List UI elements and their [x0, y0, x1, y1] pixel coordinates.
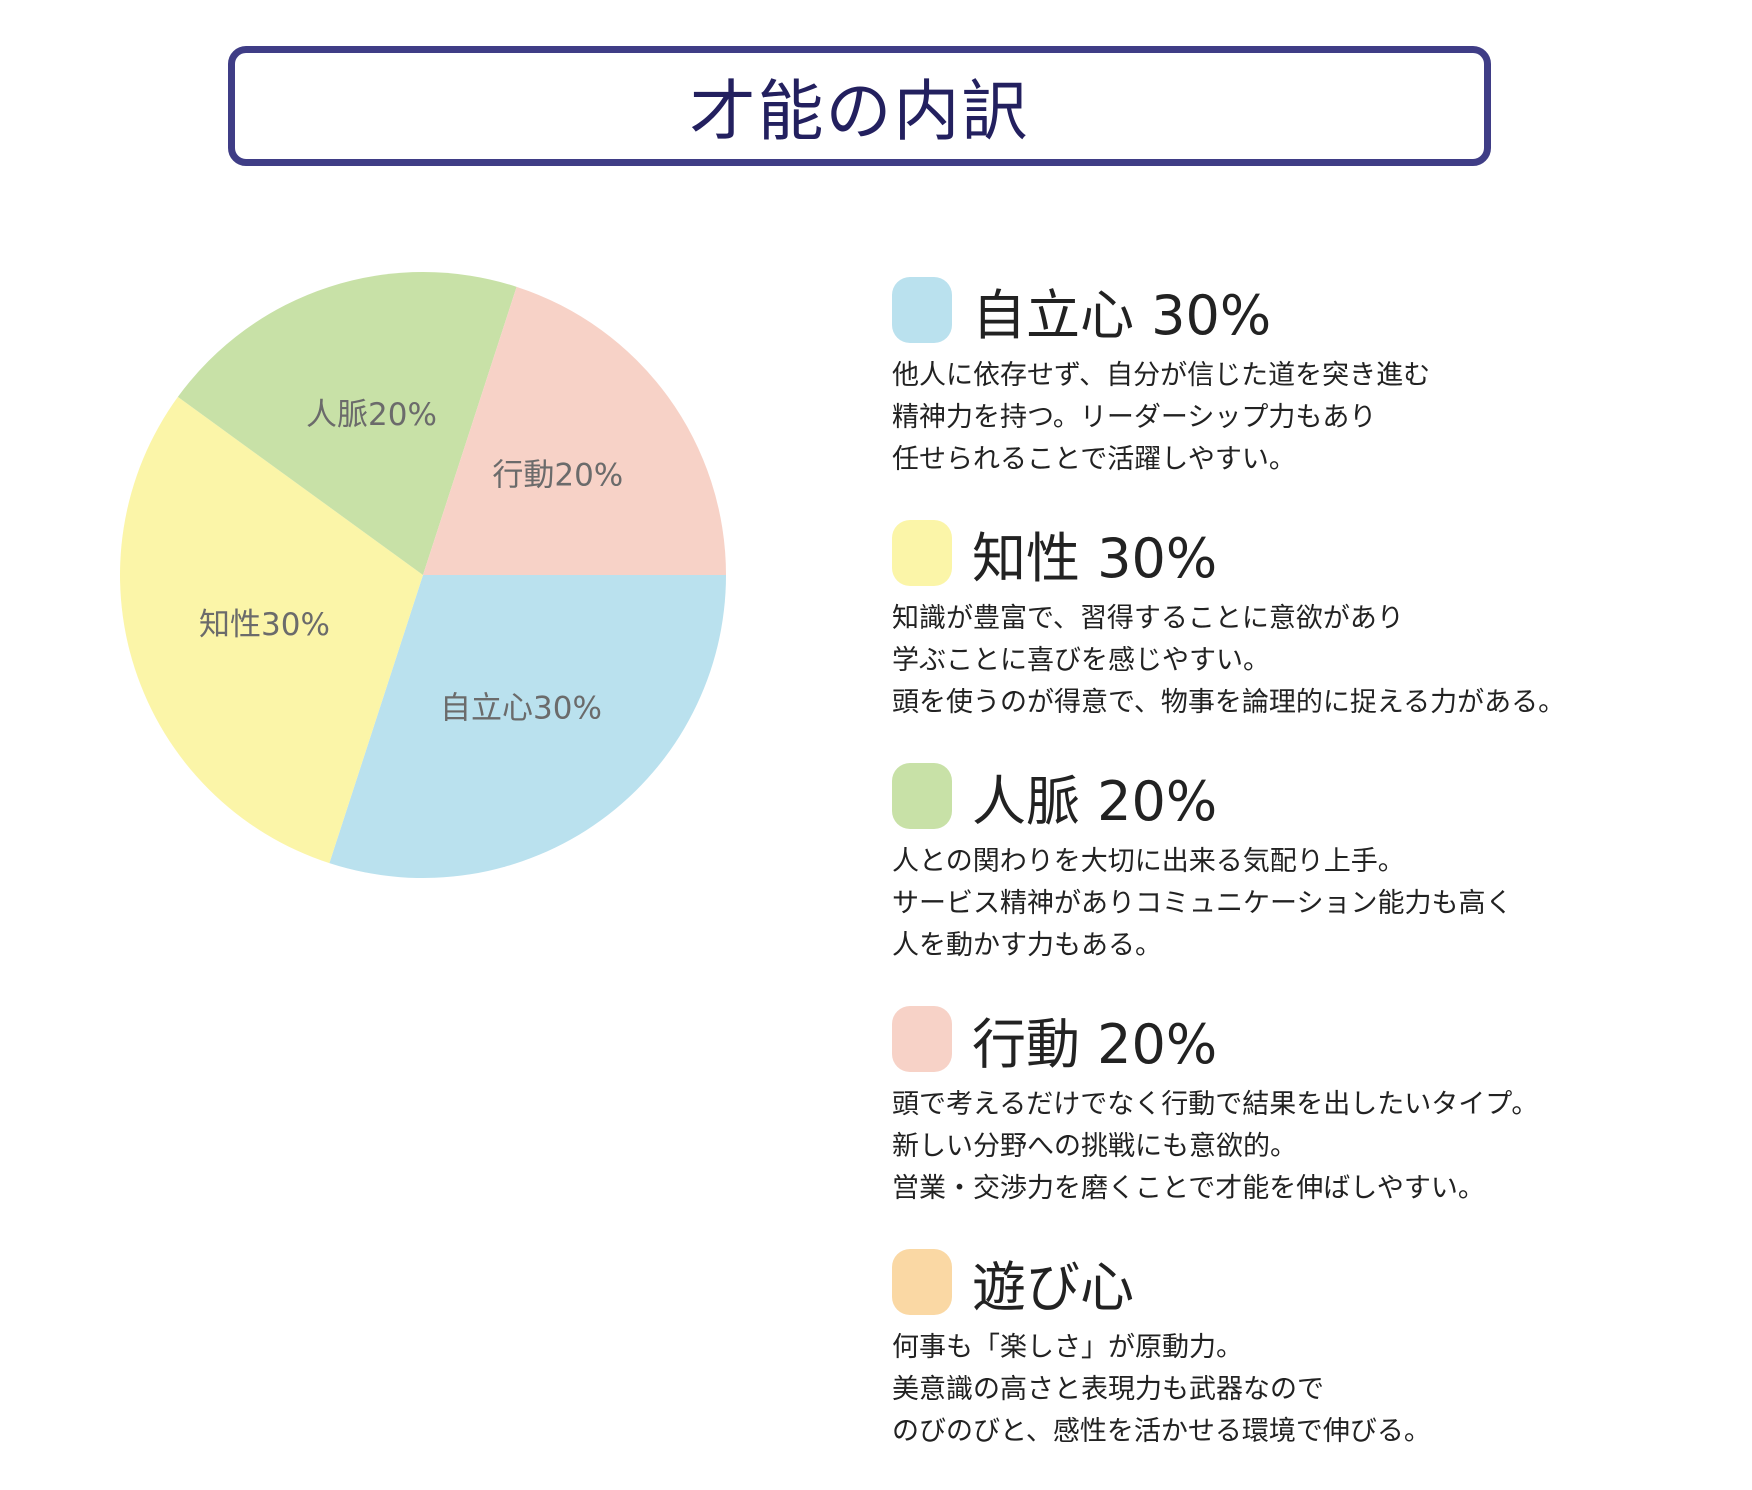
legend-title: 行動 20%: [972, 1012, 1218, 1076]
legend-description: 頭で考えるだけでなく行動で結果を出したいタイプ。 新しい分野への挑戦にも意欲的。…: [892, 1084, 1712, 1210]
pie-slice: [423, 286, 726, 575]
description-line: 人を動かす力もある。: [892, 930, 1162, 961]
description-line: 頭で考えるだけでなく行動で結果を出したいタイプ。: [892, 1089, 1539, 1120]
description-line: のびのびと、感性を活かせる環境で伸びる。: [892, 1416, 1431, 1447]
legend-item-autonomy: 自立心 30% 他人に依存せず、自分が信じた道を突き進む 精神力を持つ。リーダー…: [892, 275, 1712, 518]
legend-description: 他人に依存せず、自分が信じた道を突き進む 精神力を持つ。リーダーシップ力もあり …: [892, 355, 1712, 481]
description-line: 人との関わりを大切に出来る気配り上手。: [892, 846, 1405, 877]
description-line: 学ぶことに喜びを感じやすい。: [892, 645, 1270, 676]
pie-chart: 自立心30% 知性30% 人脈20% 行動20%: [118, 270, 728, 880]
legend-swatch: [892, 763, 952, 829]
legend-title: 知性 30%: [972, 526, 1218, 590]
description-line: 何事も「楽しさ」が原動力。: [892, 1332, 1243, 1363]
legend-list: 自立心 30% 他人に依存せず、自分が信じた道を突き進む 精神力を持つ。リーダー…: [892, 275, 1712, 1490]
legend-title: 遊び心: [972, 1255, 1134, 1319]
legend-swatch: [892, 1006, 952, 1072]
description-line: サービス精神がありコミュニケーション能力も高く: [892, 888, 1513, 919]
description-line: 美意識の高さと表現力も武器なので: [892, 1374, 1324, 1405]
legend-swatch: [892, 277, 952, 343]
pie-slice-label: 自立心30%: [440, 690, 602, 726]
legend-item-intellect: 知性 30% 知識が豊富で、習得することに意欲があり 学ぶことに喜びを感じやすい…: [892, 518, 1712, 761]
pie-slice: [329, 575, 726, 878]
chart-title: 才能の内訳: [689, 73, 1030, 150]
legend-item-playfulness: 遊び心 何事も「楽しさ」が原動力。 美意識の高さと表現力も武器なので のびのびと…: [892, 1247, 1712, 1490]
legend-item-network: 人脈 20% 人との関わりを大切に出来る気配り上手。 サービス精神がありコミュニ…: [892, 761, 1712, 1004]
pie-chart-svg: 自立心30% 知性30% 人脈20% 行動20%: [119, 272, 726, 878]
legend-description: 知識が豊富で、習得することに意欲があり 学ぶことに喜びを感じやすい。 頭を使うの…: [892, 598, 1712, 724]
legend-swatch: [892, 520, 952, 586]
pie-slice: [177, 272, 517, 575]
description-line: 精神力を持つ。リーダーシップ力もあり: [892, 402, 1377, 433]
description-line: 他人に依存せず、自分が信じた道を突き進む: [892, 360, 1431, 391]
chart-title-box: 才能の内訳: [228, 46, 1491, 166]
pie-slice-label: 人脈20%: [306, 397, 437, 433]
description-line: 新しい分野への挑戦にも意欲的。: [892, 1131, 1297, 1162]
legend-title: 人脈 20%: [972, 769, 1218, 833]
description-line: 営業・交渉力を磨くことで才能を伸ばしやすい。: [892, 1173, 1485, 1204]
legend-item-action: 行動 20% 頭で考えるだけでなく行動で結果を出したいタイプ。 新しい分野への挑…: [892, 1004, 1712, 1247]
pie-slice-label: 行動20%: [492, 458, 623, 494]
legend-description: 何事も「楽しさ」が原動力。 美意識の高さと表現力も武器なので のびのびと、感性を…: [892, 1327, 1712, 1453]
pie-slice-label: 知性30%: [199, 607, 330, 643]
legend-description: 人との関わりを大切に出来る気配り上手。 サービス精神がありコミュニケーション能力…: [892, 841, 1712, 967]
legend-swatch: [892, 1249, 952, 1315]
description-line: 任せられることで活躍しやすい。: [892, 444, 1296, 475]
legend-title: 自立心 30%: [972, 283, 1272, 347]
description-line: 知識が豊富で、習得することに意欲があり: [892, 603, 1404, 634]
description-line: 頭を使うのが得意で、物事を論理的に捉える力がある。: [892, 687, 1566, 718]
pie-slice: [119, 396, 423, 864]
